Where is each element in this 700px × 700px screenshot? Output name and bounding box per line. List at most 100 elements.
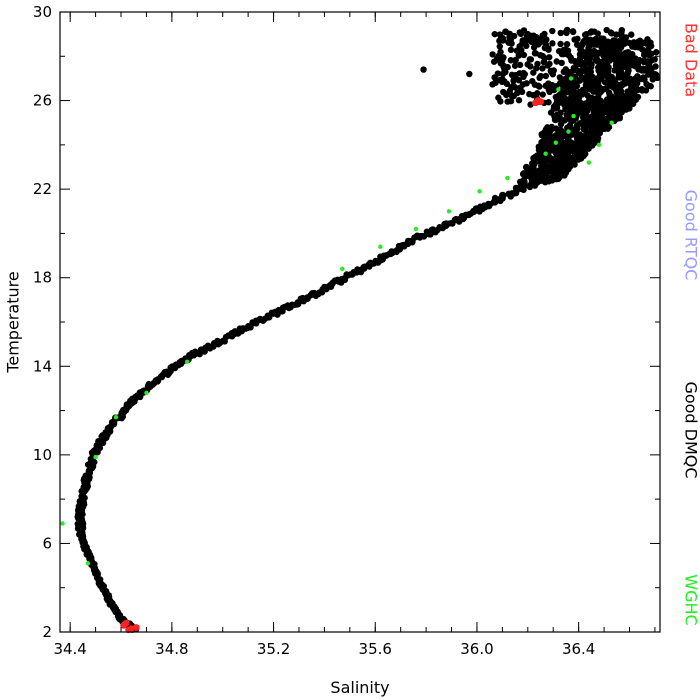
good-dmqc-point xyxy=(595,64,602,71)
good-dmqc-point xyxy=(539,91,547,98)
good-dmqc-point xyxy=(637,40,645,47)
good-dmqc-point xyxy=(564,156,571,163)
good-dmqc-point xyxy=(612,40,620,48)
good-dmqc-point xyxy=(539,161,547,168)
good-dmqc-point xyxy=(500,88,507,96)
good-dmqc-point xyxy=(552,175,560,182)
good-dmqc-point xyxy=(576,136,584,143)
good-dmqc-point xyxy=(590,104,598,111)
good-dmqc-point xyxy=(520,170,527,178)
x-tick-label: 34.8 xyxy=(155,640,188,658)
good-dmqc-point xyxy=(556,93,564,101)
wghc-point xyxy=(609,120,614,125)
wghc-point xyxy=(144,390,149,396)
good-dmqc-point xyxy=(500,54,507,61)
good-dmqc-point xyxy=(530,69,537,76)
y-tick-label: 26 xyxy=(33,92,52,110)
good-dmqc-point xyxy=(542,82,549,90)
good-dmqc-point xyxy=(499,78,506,86)
good-dmqc-point xyxy=(564,87,572,94)
good-dmqc-point xyxy=(549,40,556,47)
good-dmqc-point xyxy=(594,85,601,93)
wghc-point xyxy=(568,76,574,81)
good-dmqc-point xyxy=(597,115,605,122)
wghc-point xyxy=(553,140,558,145)
good-dmqc-point xyxy=(539,52,547,60)
wghc-point xyxy=(340,266,345,272)
wghc-point xyxy=(505,175,510,181)
good-dmqc-point xyxy=(642,87,650,94)
good-dmqc-point xyxy=(489,51,496,58)
good-dmqc-point xyxy=(496,43,503,50)
good-dmqc-point xyxy=(643,80,650,88)
good-dmqc-point xyxy=(578,41,586,48)
good-dmqc-point xyxy=(605,89,613,96)
good-dmqc-point xyxy=(520,177,528,184)
good-dmqc-point xyxy=(606,95,613,103)
good-dmqc-point xyxy=(518,46,525,54)
good-dmqc-point xyxy=(517,87,525,95)
good-dmqc-point xyxy=(542,72,550,80)
bad-data-point xyxy=(127,625,135,633)
good-dmqc-point xyxy=(583,30,590,38)
good-dmqc-point xyxy=(516,61,524,69)
good-dmqc-point xyxy=(596,41,603,48)
good-dmqc-point xyxy=(565,111,573,119)
good-dmqc-point xyxy=(537,166,544,173)
good-dmqc-point xyxy=(624,69,632,76)
wghc-point xyxy=(571,113,576,119)
good-dmqc-point xyxy=(578,109,585,116)
good-dmqc-point xyxy=(610,106,617,114)
good-dmqc-point xyxy=(614,57,621,65)
good-dmqc-point xyxy=(535,41,542,48)
good-dmqc-point xyxy=(611,78,619,85)
good-dmqc-point xyxy=(602,104,610,112)
good-dmqc-point xyxy=(612,62,620,69)
good-dmqc-point xyxy=(538,139,545,146)
wghc-point xyxy=(556,87,561,92)
good-dmqc-point xyxy=(575,156,582,163)
legend-entry: Bad Data xyxy=(682,23,700,97)
good-dmqc-point xyxy=(624,74,631,81)
good-dmqc-point xyxy=(634,60,642,67)
good-dmqc-point xyxy=(527,166,535,173)
good-dmqc-point xyxy=(512,57,519,64)
good-dmqc-point xyxy=(511,62,519,69)
good-dmqc-point xyxy=(553,111,560,119)
good-dmqc-point xyxy=(586,73,593,81)
good-dmqc-point xyxy=(265,314,273,321)
good-dmqc-point xyxy=(522,37,530,45)
good-dmqc-point xyxy=(558,59,565,67)
good-dmqc-point xyxy=(526,56,534,63)
good-dmqc-point xyxy=(560,68,567,76)
good-dmqc-point xyxy=(571,36,578,43)
good-dmqc-point xyxy=(627,80,635,88)
wghc-point xyxy=(184,359,190,365)
good-dmqc-point xyxy=(603,121,610,129)
x-tick-label: 36.4 xyxy=(562,640,595,658)
good-dmqc-point xyxy=(620,52,627,60)
good-dmqc-point xyxy=(569,98,576,105)
good-dmqc-point xyxy=(552,116,560,124)
good-dmqc-point xyxy=(630,97,638,104)
good-dmqc-point xyxy=(585,131,593,138)
good-dmqc-point xyxy=(515,52,522,59)
good-dmqc-point xyxy=(545,46,552,53)
wghc-point xyxy=(477,189,482,194)
wghc-point xyxy=(543,151,548,156)
y-tick-label: 14 xyxy=(33,357,52,375)
x-tick-label: 34.4 xyxy=(53,640,86,658)
good-dmqc-point xyxy=(628,62,635,69)
good-dmqc-point xyxy=(562,105,569,113)
y-axis-label: Temperature xyxy=(4,271,23,373)
good-dmqc-point xyxy=(507,97,515,105)
good-dmqc-point xyxy=(554,144,562,151)
good-dmqc-point xyxy=(586,97,594,105)
good-dmqc-point xyxy=(517,30,525,38)
good-dmqc-point xyxy=(562,28,570,36)
good-dmqc-point xyxy=(583,54,590,62)
good-dmqc-point xyxy=(563,40,571,48)
good-dmqc-point xyxy=(497,36,504,43)
good-dmqc-point xyxy=(504,63,511,71)
good-dmqc-point xyxy=(520,51,528,59)
